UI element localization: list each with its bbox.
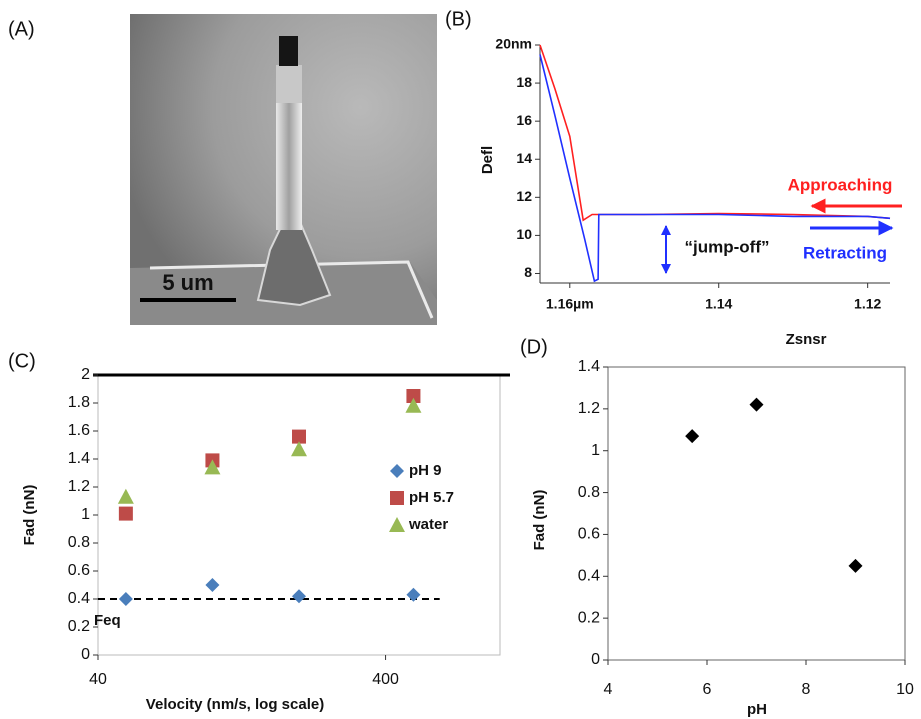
marker [390,491,404,505]
scale-bar-label: 5 um [162,270,213,295]
x-tick-label: 8 [802,681,811,698]
marker [390,464,404,478]
y-tick-label: 2 [81,366,90,383]
y-tick-label: 1.2 [68,478,90,495]
y-tick-label: 16 [516,112,532,128]
marker [204,459,221,475]
y-tick-label: 18 [516,74,532,90]
y-tick-label: 0.6 [68,562,90,579]
y-tick-label: 0.4 [68,590,90,607]
series-line [539,54,891,283]
y-tick-label: 8 [524,264,532,280]
marker [117,488,134,504]
y-tick-label: 10 [516,226,532,242]
x-tick-label: 1.14 [705,296,732,312]
y-axis-label: Fad (nN) [21,485,38,546]
marker [405,397,422,413]
x-tick-label: 1.12 [854,296,881,312]
x-tick-label: 1.16µm [546,296,594,312]
marker [406,587,421,602]
y-tick-label: 12 [516,188,532,204]
reference-label: Feq [94,612,121,629]
marker [685,429,700,444]
y-tick-label: 14 [516,150,532,166]
x-axis-label: Zsnsr [786,331,827,348]
y-tick-label: 20nm [495,36,532,52]
marker [749,397,764,412]
y-tick-label: 1.4 [578,358,600,375]
panel-label: (B) [445,8,472,30]
y-tick-label: 1.2 [578,400,600,417]
x-axis-label: Velocity (nm/s, log scale) [146,696,324,713]
x-tick-label: 6 [703,681,712,698]
y-axis-label: Defl [479,146,496,174]
y-tick-label: 1.6 [68,422,90,439]
y-tick-label: 0 [81,646,90,663]
panel-label: (A) [8,18,35,40]
marker [389,517,405,532]
x-tick-label: 4 [604,681,613,698]
y-tick-label: 0.2 [68,618,90,635]
series-label: Retracting [803,243,887,262]
x-tick-label: 10 [896,681,914,698]
y-tick-label: 0.6 [578,526,600,543]
y-axis-label: Fad (nN) [531,490,548,551]
y-tick-label: 1 [81,506,90,523]
series-label: Approaching [788,175,893,194]
x-tick-label: 40 [89,671,107,688]
x-axis-label: pH [747,701,767,718]
marker [406,389,421,403]
y-tick-label: 0.4 [578,568,600,585]
legend-label: pH 9 [409,462,442,479]
legend-label: water [408,516,448,533]
marker [118,592,133,606]
panel-label: (D) [520,336,548,358]
y-tick-label: 0.8 [68,534,90,551]
y-tick-label: 0 [591,651,600,668]
marker [292,429,306,444]
x-tick-label: 400 [372,671,399,688]
annotation: “jump-off” [685,237,770,256]
legend-label: pH 5.7 [409,489,454,506]
panel-label: (C) [8,350,36,372]
y-tick-label: 1.4 [68,450,90,467]
marker [205,578,220,592]
marker [292,589,306,604]
marker [848,558,863,573]
y-tick-label: 0.2 [578,609,600,626]
y-tick-label: 1.8 [68,394,90,411]
marker [291,441,307,457]
plot-frame [607,366,906,661]
y-tick-label: 1 [591,442,600,459]
y-tick-label: 0.8 [578,484,600,501]
marker [118,506,133,521]
sem-image [130,14,437,325]
